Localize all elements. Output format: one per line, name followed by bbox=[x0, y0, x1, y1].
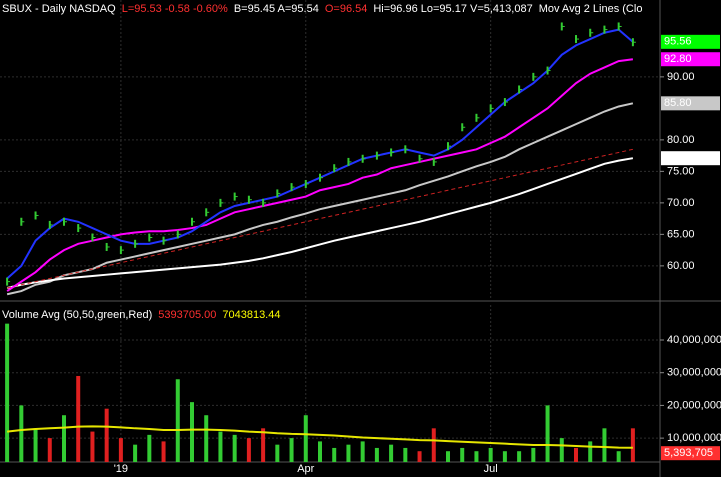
y-tick-label: 90.00 bbox=[667, 71, 695, 83]
volume-bar bbox=[616, 451, 621, 462]
volume-bar bbox=[118, 438, 123, 462]
volume-bar bbox=[246, 438, 251, 462]
volume-bar bbox=[446, 451, 450, 462]
price-header: SBUX - Daily NASDAQ L=95.53 -0.58 -0.60% B… bbox=[2, 3, 642, 15]
y-tick-label: 20,000,000 bbox=[667, 399, 721, 411]
volume-bar bbox=[318, 441, 322, 462]
volume-bar bbox=[204, 415, 209, 462]
y-tick-label: 80.00 bbox=[667, 134, 695, 146]
volume-bar bbox=[460, 447, 465, 462]
y-tick-label: 30,000,000 bbox=[667, 367, 721, 379]
volume-bar bbox=[275, 444, 280, 462]
price-tag bbox=[661, 52, 720, 67]
volume-bar bbox=[488, 447, 493, 462]
volume-bar bbox=[332, 447, 337, 462]
price-tag-label: 5,393,705 bbox=[664, 447, 713, 459]
volume-bar bbox=[431, 428, 436, 462]
price-tag bbox=[661, 151, 720, 166]
header-item: L=95.53 -0.58 -0.60% bbox=[122, 3, 228, 15]
volume-bar bbox=[389, 444, 394, 462]
volume-bar bbox=[62, 415, 66, 462]
volume-bar bbox=[175, 379, 180, 462]
y-tick-label: 10,000,000 bbox=[667, 432, 721, 444]
y-tick-label: 65.00 bbox=[667, 228, 695, 240]
volume-bar bbox=[19, 405, 24, 462]
volume-bar bbox=[33, 428, 38, 462]
x-tick-label: Jul bbox=[484, 463, 498, 475]
volume-bar bbox=[5, 323, 10, 462]
y-tick-label: 60.00 bbox=[667, 260, 695, 272]
volume-bar bbox=[559, 438, 564, 462]
volume-bar bbox=[133, 444, 138, 462]
volume-bar bbox=[360, 441, 365, 462]
volume-bar bbox=[417, 451, 422, 462]
volume-bar bbox=[574, 447, 578, 462]
volume-bar bbox=[630, 428, 635, 462]
header-item: Mov Avg 2 Lines (Clo bbox=[539, 3, 643, 15]
y-tick-label: 40,000,000 bbox=[667, 334, 721, 346]
price-tag bbox=[661, 34, 720, 49]
y-tick-label: 70.00 bbox=[667, 197, 695, 209]
volume-bar bbox=[502, 451, 507, 462]
header-item: B=95.45 A=95.54 bbox=[234, 3, 319, 15]
volume-header: Volume Avg (50,50,green,Red) 5393705.00 70… bbox=[2, 309, 280, 321]
volume-bar bbox=[346, 444, 351, 462]
volume-bar bbox=[588, 441, 593, 462]
price-tag-label: 85.80 bbox=[664, 97, 692, 109]
header-item: Volume Avg (50,50,green,Red) bbox=[2, 309, 152, 321]
volume-bar bbox=[161, 441, 166, 462]
price-tag bbox=[661, 96, 720, 111]
x-tick-label: Apr bbox=[297, 463, 314, 475]
volume-bar bbox=[374, 447, 379, 462]
volume-bar bbox=[147, 434, 152, 462]
volume-bar bbox=[232, 434, 237, 462]
volume-bar bbox=[190, 402, 194, 462]
volume-bar bbox=[261, 428, 266, 462]
x-tick-label: '19 bbox=[114, 463, 128, 475]
y-tick-label: 75.00 bbox=[667, 165, 695, 177]
header-item: Hi=96.96 Lo=95.17 V=5,413,087 bbox=[373, 3, 532, 15]
price-tag bbox=[661, 446, 720, 461]
volume-bar bbox=[474, 451, 479, 462]
series-line bbox=[6, 102, 634, 296]
header-item: 7043813.44 bbox=[222, 309, 280, 321]
volume-bar bbox=[76, 375, 81, 462]
volume-bar bbox=[517, 451, 522, 462]
header-item: SBUX - Daily NASDAQ bbox=[2, 3, 116, 15]
volume-bar bbox=[303, 415, 308, 462]
volume-bar bbox=[403, 447, 408, 462]
series-line bbox=[7, 148, 633, 289]
header-item: O=96.54 bbox=[325, 3, 368, 15]
series-line bbox=[6, 425, 633, 449]
volume-bar bbox=[47, 438, 52, 462]
price-tag-label: 77.09 bbox=[664, 152, 692, 164]
header-item: 5393705.00 bbox=[158, 309, 216, 321]
volume-bar bbox=[289, 438, 294, 462]
volume-bar bbox=[545, 405, 550, 462]
price-bar bbox=[6, 277, 9, 286]
volume-bar bbox=[90, 431, 95, 462]
series-line bbox=[6, 157, 634, 289]
volume-bar bbox=[602, 428, 607, 462]
volume-bar bbox=[104, 408, 109, 462]
volume-bar bbox=[218, 431, 223, 462]
price-tag-label: 92.80 bbox=[664, 53, 692, 65]
volume-bar bbox=[531, 447, 536, 462]
price-tag-label: 95.56 bbox=[664, 36, 692, 48]
